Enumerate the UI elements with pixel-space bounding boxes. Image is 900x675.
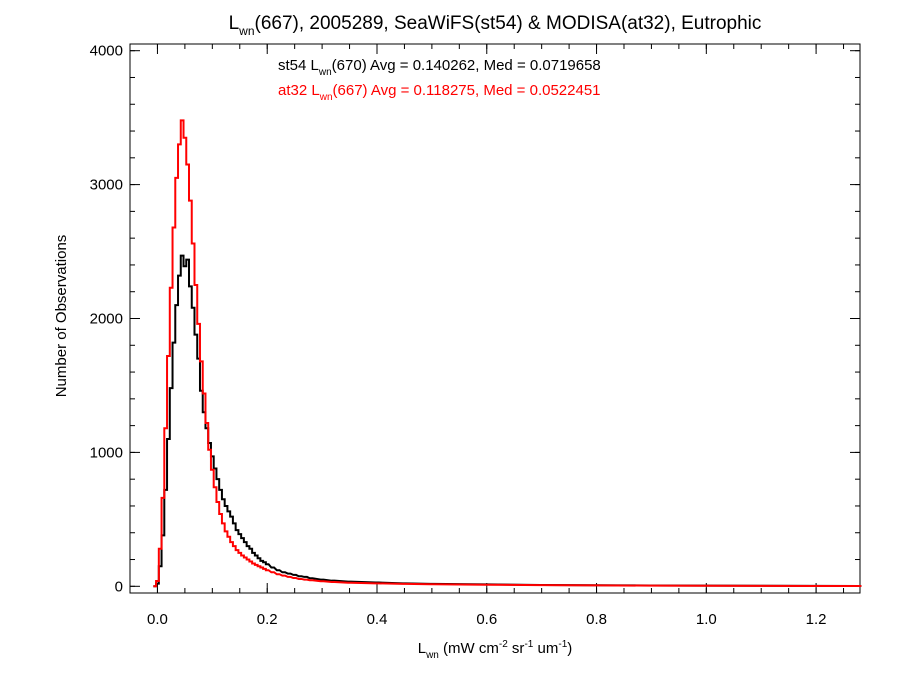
series-annotation-st54: st54 Lwn(670) Avg = 0.140262, Med = 0.07…	[278, 57, 601, 78]
x-axis-label-pre: L	[418, 640, 426, 657]
chart-title-sub: wn	[238, 24, 254, 38]
x-tick-label: 0.8	[586, 611, 607, 628]
y-tick-label: 2000	[90, 311, 123, 328]
x-axis-label-post: )	[567, 640, 572, 657]
chart-title-post: (667), 2005289, SeaWiFS(st54) & MODISA(a…	[255, 13, 762, 34]
series-layer	[153, 119, 862, 588]
ann-at32-sub: wn	[319, 92, 333, 103]
y-axis-label: Number of Observations	[53, 235, 70, 398]
x-tick-label: 0.4	[367, 611, 388, 628]
x-tick-label: 1.0	[696, 611, 717, 628]
x-axis-label-mid3: um	[533, 640, 558, 657]
x-axis-tick-labels: 0.0 0.2 0.4 0.6 0.8 1.0 1.2	[147, 611, 827, 628]
plot-area-frame	[129, 43, 861, 594]
x-axis-label-mid2: sr	[508, 640, 525, 657]
x-tick-label: 1.2	[806, 611, 827, 628]
x-tick-label: 0.0	[147, 611, 168, 628]
x-axis-label-sup1: -2	[499, 639, 508, 650]
x-axis-label-mid: (mW cm	[439, 640, 499, 657]
x-axis-label: Lwn (mW cm-2 sr-1 um-1)	[418, 639, 573, 661]
series-line-st54	[153, 254, 862, 588]
y-tick-label: 3000	[90, 177, 123, 194]
chart-title: Lwn(667), 2005289, SeaWiFS(st54) & MODIS…	[229, 13, 762, 38]
y-tick-label: 0	[115, 578, 123, 595]
ann-st54-pre: st54 L	[278, 57, 319, 74]
ann-st54-sub: wn	[318, 67, 332, 78]
ann-at32-post: (667) Avg = 0.118275, Med = 0.0522451	[333, 82, 601, 99]
x-axis-ticks	[156, 44, 845, 593]
x-tick-label: 0.2	[257, 611, 278, 628]
x-tick-label: 0.6	[476, 611, 497, 628]
ann-at32-pre: at32 L	[278, 82, 320, 99]
y-tick-label: 4000	[90, 43, 123, 60]
x-axis-label-sub: wn	[425, 650, 439, 661]
series-annotation-at32: at32 Lwn(667) Avg = 0.118275, Med = 0.05…	[278, 82, 601, 103]
x-axis-label-sup2: -1	[524, 639, 533, 650]
chart-title-pre: L	[229, 13, 240, 34]
series-line-at32	[153, 119, 862, 588]
x-axis-label-sup3: -1	[558, 639, 567, 650]
y-axis-ticks	[130, 50, 860, 587]
ann-st54-post: (670) Avg = 0.140262, Med = 0.0719658	[332, 57, 601, 74]
y-axis-tick-labels: 0 1000 2000 3000 4000	[90, 43, 123, 596]
y-tick-label: 1000	[90, 444, 123, 461]
